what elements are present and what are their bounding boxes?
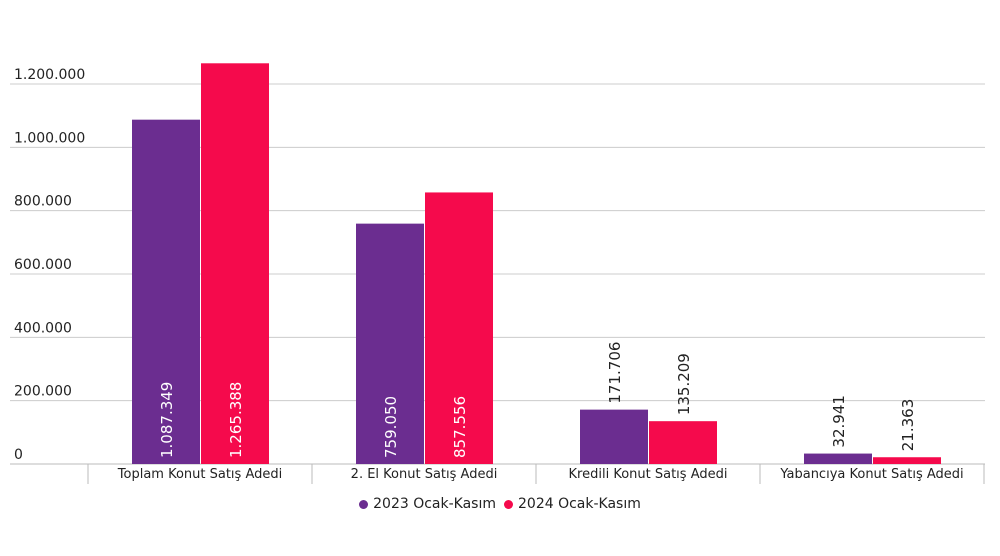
- y-tick-label: 600.000: [14, 257, 72, 273]
- x-tick-label: Kredili Konut Satış Adedi: [569, 467, 728, 482]
- y-tick-label: 800.000: [14, 194, 72, 210]
- x-tick-label: Yabancıya Konut Satış Adedi: [779, 467, 963, 482]
- y-tick-label: 400.000: [14, 320, 72, 336]
- y-tick-label: 200.000: [14, 384, 72, 400]
- bar-chart: 0 200.000 400.000 600.000 800.000 1.000.000 1.…: [10, 63, 985, 484]
- data-label: 759.050: [382, 396, 400, 458]
- bar: [580, 409, 648, 464]
- data-label: 21.363: [899, 399, 917, 452]
- bar: [425, 192, 493, 464]
- legend-label-2023: 2023 Ocak-Kasım: [373, 496, 496, 512]
- data-label: 1.265.388: [227, 382, 245, 458]
- bar: [873, 457, 941, 464]
- bar: [804, 453, 872, 464]
- data-label: 1.087.349: [158, 382, 176, 458]
- bar: [132, 119, 200, 464]
- data-label: 135.209: [675, 353, 693, 415]
- data-label: 171.706: [606, 342, 624, 404]
- bar: [649, 421, 717, 464]
- legend-label-2024: 2024 Ocak-Kasım: [518, 496, 641, 512]
- y-tick-label: 1.000.000: [14, 130, 85, 146]
- data-label: 857.556: [451, 396, 469, 458]
- bar: [356, 223, 424, 464]
- legend-item-2024: 2024 Ocak-Kasım: [504, 496, 641, 512]
- legend-item-2023: 2023 Ocak-Kasım: [359, 496, 496, 512]
- legend: 2023 Ocak-Kasım 2024 Ocak-Kasım: [0, 496, 1000, 512]
- legend-swatch-2024: [504, 499, 513, 509]
- bar: [201, 63, 269, 465]
- y-tick-label: 1.200.000: [14, 67, 85, 83]
- data-label: 32.941: [830, 395, 848, 448]
- y-tick-label: 0: [14, 447, 23, 463]
- x-tick-label: 2. El Konut Satış Adedi: [351, 467, 498, 482]
- legend-swatch-2023: [359, 499, 369, 509]
- x-tick-label: Toplam Konut Satış Adedi: [117, 467, 282, 482]
